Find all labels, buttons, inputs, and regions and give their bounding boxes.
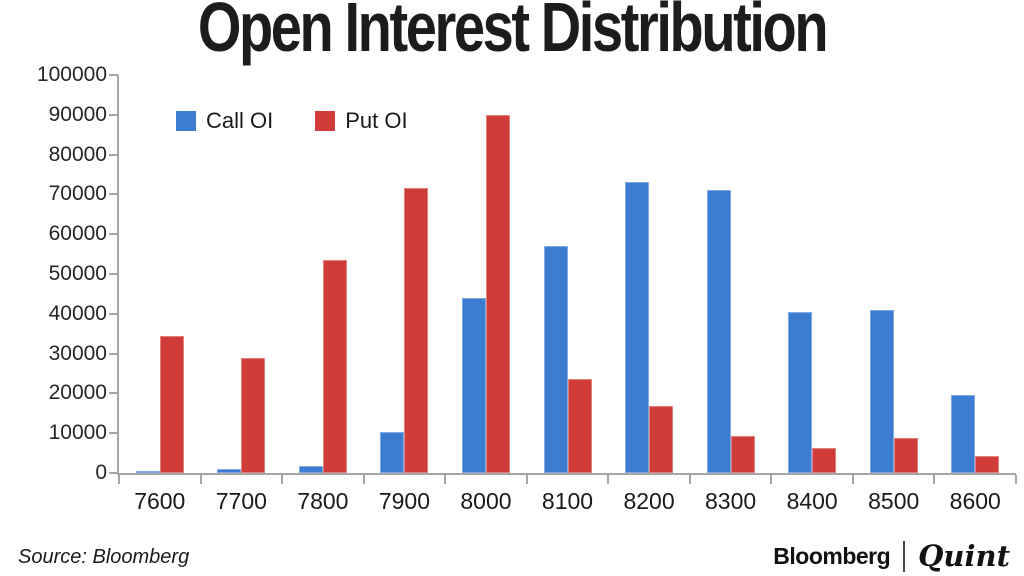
bar-group-7800 bbox=[282, 75, 364, 473]
call-oi-bar-8500 bbox=[869, 309, 894, 473]
x-axis-label-7600: 7600 bbox=[134, 488, 186, 514]
put-oi-swatch bbox=[315, 111, 336, 131]
x-axis-tick bbox=[770, 475, 773, 484]
legend-item-call-oi: Call OI bbox=[176, 108, 273, 134]
y-axis-tick bbox=[109, 432, 118, 435]
bar-group-7600 bbox=[119, 75, 201, 473]
x-axis-label-8000: 8000 bbox=[460, 488, 512, 514]
page-title: Open Interest Distribution bbox=[197, 0, 829, 66]
y-axis-tick bbox=[109, 352, 118, 355]
y-axis-tick-label: 100000 bbox=[36, 63, 107, 86]
x-axis-label-8200: 8200 bbox=[623, 488, 675, 514]
put-oi-bar-8200 bbox=[649, 406, 674, 473]
y-axis-tick bbox=[109, 312, 118, 315]
x-axis-label-8600: 8600 bbox=[949, 488, 1001, 514]
y-axis-tick-label: 50000 bbox=[48, 262, 107, 285]
x-axis-tick bbox=[525, 475, 528, 484]
call-oi-bar-8300 bbox=[706, 190, 731, 473]
bar-group-7700 bbox=[201, 75, 283, 473]
y-axis-tick bbox=[109, 153, 118, 156]
call-oi-bar-7700 bbox=[217, 469, 242, 473]
bar-group-8200 bbox=[608, 75, 690, 473]
x-axis-label-8500: 8500 bbox=[868, 488, 920, 514]
x-axis-tick bbox=[281, 475, 284, 484]
put-oi-bar-7700 bbox=[241, 358, 266, 473]
x-axis-tick bbox=[118, 475, 120, 484]
call-oi-bar-8400 bbox=[788, 312, 813, 473]
call-oi-bar-7600 bbox=[135, 471, 160, 473]
y-axis-tick bbox=[109, 193, 118, 196]
call-oi-swatch bbox=[176, 111, 196, 131]
bar-group-8400 bbox=[771, 75, 853, 473]
x-axis-tick bbox=[199, 475, 202, 484]
x-axis-label-7700: 7700 bbox=[215, 488, 267, 514]
bar-group-8000 bbox=[445, 75, 527, 473]
put-oi-bar-8600 bbox=[975, 455, 1000, 473]
plot-area: 7600 7700 7800 7900 8000 8100 8200 8300 8400 8500… bbox=[37, 63, 1017, 514]
put-oi-bar-8500 bbox=[893, 437, 918, 473]
put-oi-bar-8100 bbox=[567, 378, 592, 473]
bar-group-8100 bbox=[527, 75, 609, 473]
bars-row bbox=[119, 75, 1016, 473]
quint-wordmark: Quint bbox=[918, 539, 1010, 573]
call-oi-bar-8100 bbox=[543, 246, 568, 473]
legend-item-put-oi: Put OI bbox=[315, 108, 408, 134]
bar-group-8600 bbox=[934, 75, 1016, 473]
y-axis-tick-label: 0 bbox=[95, 461, 107, 484]
x-axis-tick bbox=[444, 475, 447, 484]
x-axis-tick bbox=[362, 475, 365, 484]
brand-divider bbox=[903, 540, 906, 572]
x-axis-label-7900: 7900 bbox=[378, 488, 430, 514]
y-axis-tick-label: 60000 bbox=[48, 222, 107, 246]
x-axis-label-8300: 8300 bbox=[705, 488, 757, 514]
put-oi-bar-7900 bbox=[404, 188, 429, 473]
brand-logo: Bloomberg Quint bbox=[773, 539, 1010, 573]
x-axis-tick bbox=[933, 475, 936, 484]
y-axis-tick-label: 70000 bbox=[48, 182, 107, 206]
x-axis-label-8400: 8400 bbox=[786, 488, 838, 514]
x-axis-tick bbox=[688, 475, 691, 484]
legend-label-call-oi: Call OI bbox=[206, 108, 274, 133]
call-oi-bar-8200 bbox=[625, 181, 650, 473]
y-axis-tick bbox=[109, 472, 118, 474]
y-axis-tick-label: 10000 bbox=[48, 421, 107, 445]
y-axis-tick-label: 40000 bbox=[48, 301, 107, 325]
bloomberg-wordmark: Bloomberg bbox=[773, 542, 891, 569]
call-oi-bar-8000 bbox=[461, 297, 486, 473]
put-oi-bar-8000 bbox=[485, 114, 510, 473]
y-axis-tick-label: 90000 bbox=[48, 102, 107, 126]
y-axis-tick bbox=[109, 74, 118, 76]
bar-group-8300 bbox=[690, 75, 772, 473]
put-oi-bar-8400 bbox=[812, 447, 837, 473]
x-axis-label-8100: 8100 bbox=[541, 488, 594, 514]
bar-group-8500 bbox=[853, 75, 935, 473]
chart-legend: Call OI Put OI bbox=[176, 108, 408, 134]
source-attribution: Source: Bloomberg bbox=[18, 546, 190, 568]
y-axis-tick bbox=[109, 392, 118, 395]
x-axis-tick bbox=[607, 475, 610, 484]
put-oi-bar-7800 bbox=[322, 260, 347, 473]
call-oi-bar-7900 bbox=[380, 432, 405, 473]
y-axis-tick-label: 80000 bbox=[48, 142, 107, 166]
y-axis-tick bbox=[109, 113, 118, 116]
x-axis-tick bbox=[851, 475, 854, 484]
call-oi-bar-7800 bbox=[298, 466, 323, 473]
x-axis-tick bbox=[1015, 475, 1017, 484]
y-axis-tick bbox=[109, 273, 118, 275]
put-oi-bar-7600 bbox=[159, 335, 184, 473]
put-oi-bar-8300 bbox=[730, 436, 755, 473]
legend-label-put-oi: Put OI bbox=[345, 108, 408, 133]
call-oi-bar-8600 bbox=[951, 395, 976, 473]
y-axis-tick-label: 30000 bbox=[48, 341, 107, 365]
y-axis-tick-label: 20000 bbox=[48, 381, 107, 405]
x-axis-labels: 7600 7700 7800 7900 8000 8100 8200 8300 8400 8500… bbox=[119, 488, 1016, 515]
bar-group-7900 bbox=[364, 75, 446, 473]
y-axis-tick bbox=[109, 233, 118, 236]
x-axis-label-7800: 7800 bbox=[297, 488, 349, 514]
